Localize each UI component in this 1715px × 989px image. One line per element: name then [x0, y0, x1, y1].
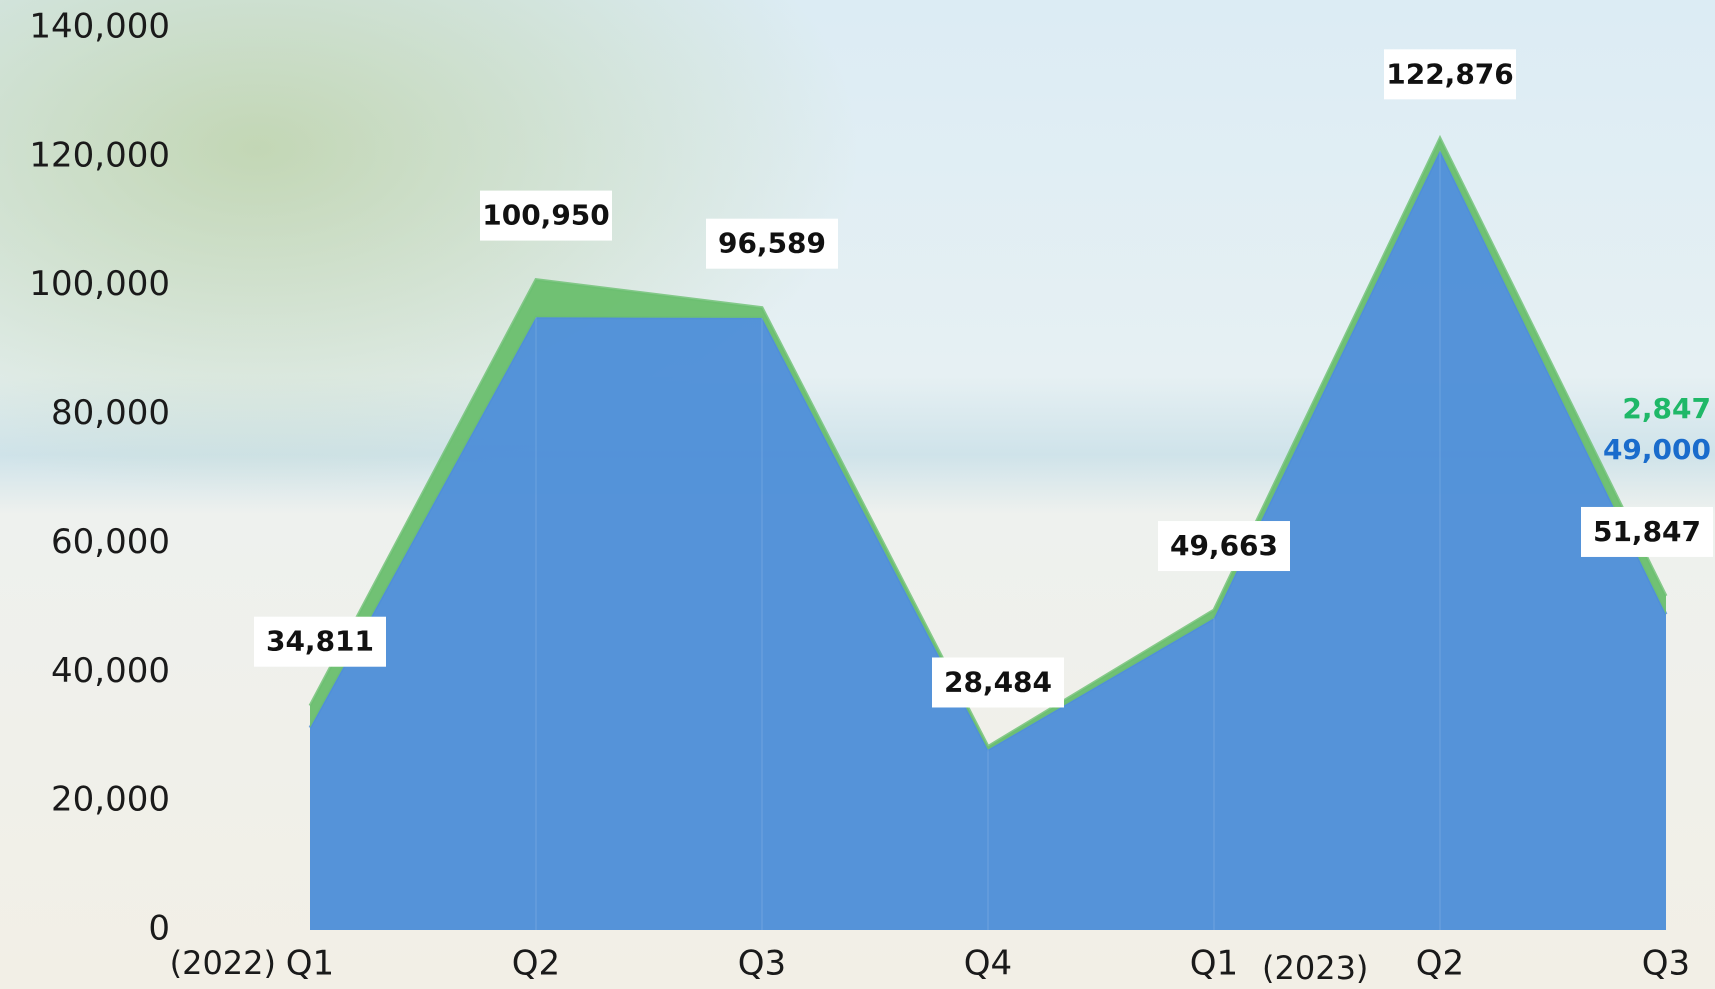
total-label-box	[254, 616, 386, 667]
area	[310, 150, 1666, 930]
x-tick-label: Q3	[1642, 944, 1690, 984]
x-tick-label: Q2	[1416, 944, 1464, 984]
total-label-box	[1384, 49, 1516, 100]
series-value-label: 2,847	[1622, 392, 1711, 425]
x-tick-label: Q1	[286, 944, 334, 984]
total-label: 122,876	[1386, 57, 1514, 90]
y-tick-label: 140,000	[29, 7, 170, 47]
series-value-label: 49,000	[1603, 433, 1711, 466]
total-label: 100,950	[482, 199, 610, 232]
total-label-box	[1581, 506, 1713, 557]
y-tick-label: 80,000	[51, 393, 170, 433]
total-label-box	[706, 218, 838, 269]
total-label-box	[1158, 521, 1290, 572]
plot-area: 0 20,000 40,000 60,000 80,000 100,000 120,000 1…	[29, 7, 1713, 987]
y-tick-label: 0	[148, 909, 170, 949]
x-tick-label: Q3	[738, 944, 786, 984]
x-tick-label: Q4	[964, 944, 1012, 984]
x-tick-label: Q2	[512, 944, 560, 984]
y-tick-label: 40,000	[51, 651, 170, 691]
year-annotation: (2022)	[170, 944, 276, 982]
total-label-box	[480, 190, 612, 241]
y-tick-label: 100,000	[29, 264, 170, 304]
total-label: 34,811	[266, 625, 374, 658]
total-label: 49,663	[1170, 529, 1278, 562]
y-tick-label: 20,000	[51, 780, 170, 820]
y-tick-label: 60,000	[51, 522, 170, 562]
y-tick-label: 120,000	[29, 135, 170, 175]
x-tick-label: Q1	[1190, 944, 1238, 984]
area-edge	[308, 134, 1668, 749]
total-label: 96,589	[718, 227, 826, 260]
total-label: 28,484	[944, 665, 1052, 698]
total-label: 51,847	[1593, 515, 1701, 548]
year-annotation: (2023)	[1262, 949, 1368, 987]
total-label-box	[932, 657, 1064, 708]
